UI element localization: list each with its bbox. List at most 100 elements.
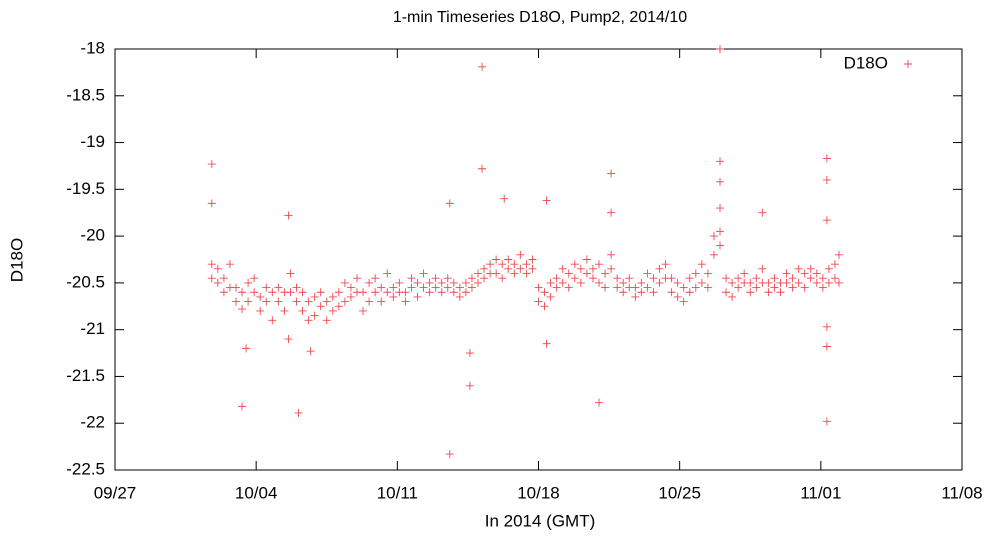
point bbox=[359, 288, 368, 297]
point bbox=[613, 274, 622, 283]
point bbox=[304, 316, 313, 325]
point bbox=[728, 278, 737, 287]
point bbox=[474, 278, 482, 287]
point bbox=[822, 322, 831, 331]
point bbox=[685, 288, 694, 297]
point bbox=[465, 381, 474, 390]
point bbox=[455, 292, 464, 301]
point bbox=[425, 288, 434, 297]
point bbox=[383, 269, 392, 278]
point bbox=[746, 288, 755, 297]
point bbox=[758, 208, 767, 217]
x-tick-label: 11/01 bbox=[800, 483, 841, 502]
point bbox=[492, 269, 501, 278]
point bbox=[822, 342, 831, 351]
point bbox=[716, 177, 724, 186]
point bbox=[377, 283, 386, 292]
point bbox=[582, 269, 591, 278]
point bbox=[443, 274, 452, 283]
point bbox=[419, 283, 428, 292]
point bbox=[504, 255, 513, 264]
point bbox=[268, 316, 277, 325]
point bbox=[213, 278, 222, 287]
point bbox=[500, 194, 509, 203]
point bbox=[346, 283, 355, 292]
point bbox=[310, 311, 319, 320]
point bbox=[722, 274, 731, 283]
point bbox=[238, 402, 247, 411]
point bbox=[625, 274, 634, 283]
point bbox=[328, 306, 337, 315]
point bbox=[746, 278, 755, 287]
point bbox=[788, 283, 797, 292]
point bbox=[478, 62, 487, 71]
point bbox=[359, 306, 368, 315]
point bbox=[709, 232, 718, 241]
point bbox=[516, 264, 525, 273]
point bbox=[244, 297, 253, 306]
point bbox=[353, 274, 361, 283]
point bbox=[213, 264, 222, 273]
point bbox=[492, 255, 501, 264]
point bbox=[679, 297, 688, 306]
point bbox=[340, 278, 349, 287]
point bbox=[284, 335, 293, 344]
point bbox=[280, 306, 289, 315]
point bbox=[818, 274, 827, 283]
y-tick-label: -18 bbox=[80, 38, 105, 57]
x-tick-label: 10/11 bbox=[377, 483, 418, 502]
y-tick-label: -20.5 bbox=[66, 272, 105, 291]
point bbox=[818, 283, 827, 292]
point bbox=[822, 216, 831, 225]
point bbox=[431, 283, 440, 292]
point bbox=[697, 260, 706, 269]
point bbox=[576, 278, 585, 287]
point bbox=[824, 278, 833, 287]
point bbox=[232, 297, 240, 306]
point bbox=[292, 283, 301, 292]
point bbox=[822, 175, 831, 184]
point bbox=[449, 288, 458, 297]
point bbox=[522, 260, 531, 269]
point bbox=[407, 283, 416, 292]
point bbox=[679, 283, 688, 292]
point bbox=[740, 269, 749, 278]
point bbox=[437, 288, 446, 297]
y-tick-label: -20 bbox=[80, 226, 105, 245]
point bbox=[558, 264, 567, 273]
point bbox=[401, 288, 410, 297]
point bbox=[822, 154, 831, 163]
point bbox=[242, 344, 251, 353]
point bbox=[294, 408, 303, 417]
point bbox=[752, 283, 761, 292]
point bbox=[304, 297, 313, 306]
point bbox=[365, 297, 374, 306]
point bbox=[510, 269, 519, 278]
point bbox=[522, 269, 531, 278]
point bbox=[256, 306, 265, 315]
point bbox=[576, 264, 585, 273]
point bbox=[709, 250, 718, 259]
point bbox=[834, 250, 843, 259]
point bbox=[691, 283, 700, 292]
point bbox=[480, 264, 489, 273]
point bbox=[794, 264, 803, 273]
point bbox=[564, 283, 573, 292]
point bbox=[655, 278, 664, 287]
point bbox=[322, 297, 331, 306]
point bbox=[516, 250, 525, 259]
point bbox=[716, 45, 724, 53]
y-tick-label: -21.5 bbox=[66, 366, 105, 385]
x-tick-label: 09/27 bbox=[94, 483, 137, 502]
point bbox=[607, 208, 616, 217]
point bbox=[437, 278, 446, 287]
point bbox=[788, 274, 797, 283]
point bbox=[292, 297, 301, 306]
y-tick-label: -21 bbox=[80, 319, 105, 338]
y-tick-label: -19 bbox=[80, 132, 105, 151]
point bbox=[601, 269, 610, 278]
point bbox=[238, 305, 247, 314]
point bbox=[340, 297, 349, 306]
point bbox=[504, 264, 513, 273]
point bbox=[728, 292, 737, 301]
